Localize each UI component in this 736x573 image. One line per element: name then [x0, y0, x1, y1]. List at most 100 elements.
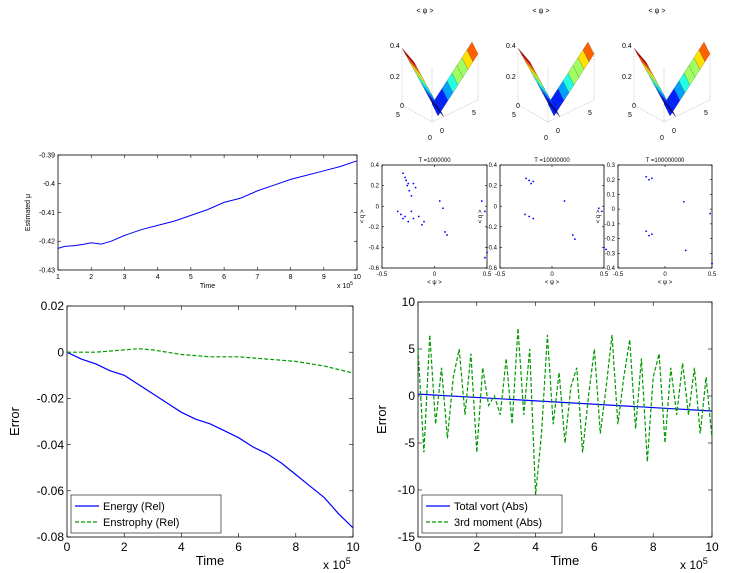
- y-tick-label: 0.3: [607, 163, 616, 169]
- surface-title: < ψ >: [648, 8, 665, 15]
- scatter-point: [484, 210, 486, 213]
- plot-error-right: 0 2 4 6 8 10 -15 -10 -5 0 5 10 Time Error Total vort (…: [374, 295, 719, 568]
- x-tick-label: 10: [353, 274, 361, 281]
- plot-frame: [57, 154, 358, 271]
- scatter-point: [603, 246, 605, 249]
- x-tick-label: 5: [704, 110, 708, 117]
- x-multiplier-label: x 105: [337, 281, 353, 290]
- plot-scatter-2: -0.5 0 0.5-0.6-0.4-0.200.20.4< ψ >< q >T =…: [478, 158, 609, 286]
- x-tick-label: 2: [121, 540, 128, 554]
- box-edge: [431, 50, 479, 123]
- scatter-point: [486, 251, 488, 254]
- scatter-point: [530, 182, 533, 185]
- box-edge: [547, 50, 595, 123]
- scatter-point: [532, 180, 535, 183]
- box-edge: [401, 50, 433, 123]
- x-tick-label: 0: [64, 540, 71, 554]
- scatter-point: [684, 249, 687, 252]
- x-axis-label: Time: [196, 553, 224, 568]
- y-tick-label: -0.4: [487, 246, 498, 252]
- series-line-1: [67, 348, 354, 374]
- y-tick-label: -0.42: [39, 239, 55, 246]
- plot-frame: [499, 164, 605, 269]
- x-axis-label: Time: [551, 553, 579, 568]
- legend-label: 3rd moment (Abs): [454, 517, 542, 529]
- x-tick-label: 6: [222, 274, 226, 281]
- surface-facet: [517, 47, 534, 69]
- y-tick-label: 0: [494, 204, 498, 210]
- scatter-point: [524, 213, 526, 216]
- scatter-point: [414, 186, 417, 189]
- y-tick-label: -15: [398, 530, 416, 544]
- surface-facet: [641, 61, 658, 83]
- surface-facet: [428, 96, 445, 118]
- x-tick-label: 1: [56, 274, 60, 281]
- z-tick-label: 0: [632, 103, 636, 110]
- scatter-point: [650, 233, 653, 236]
- scatter-point: [597, 207, 600, 210]
- y-tick-label: 5: [628, 112, 632, 119]
- surface-facet: [645, 68, 662, 90]
- z-tick-label: 0.2: [390, 74, 400, 81]
- y-tick-label: -0.2: [369, 225, 380, 231]
- surface-mesh: [517, 41, 595, 123]
- scatter-point: [605, 248, 607, 251]
- y-tick-label: -0.04: [37, 438, 65, 452]
- plot-scatter-3: -0.5 0 0.5-0.4-0.3-0.2-0.100.10.20.3< ψ ><…: [596, 158, 717, 286]
- scatter-point: [404, 176, 406, 179]
- x-multiplier-label: x 105: [323, 556, 351, 572]
- y-tick-label: -0.02: [37, 392, 65, 406]
- y-axis-label: < q >: [596, 209, 602, 223]
- surface-facet: [529, 68, 546, 90]
- scatter-point: [438, 200, 441, 202]
- series-line-1: [417, 328, 713, 495]
- scatter-point: [421, 223, 423, 226]
- x-tick-label: 6: [235, 540, 242, 554]
- x-tick-label: 0.5: [600, 272, 609, 278]
- x-tick-label: 4: [532, 540, 539, 554]
- x-axis-label: Time: [200, 283, 215, 290]
- scatter-point: [404, 215, 406, 218]
- series-line-0: [57, 160, 358, 249]
- series-line-0: [66, 351, 354, 529]
- y-tick-label: 0.02: [41, 299, 65, 313]
- scatter-point: [446, 234, 448, 236]
- surface-facet: [416, 75, 433, 97]
- surface-plot-3: < ψ > 0.4 0.2 0 5 0 0 5: [622, 8, 711, 142]
- scatter-point: [682, 200, 685, 203]
- x-tick-label: 5: [472, 110, 476, 117]
- surface-title: < ψ >: [532, 8, 549, 15]
- x-tick-label: 5: [189, 274, 193, 281]
- scatter-point: [709, 212, 712, 215]
- surface-mesh: [401, 41, 479, 123]
- scatter-point: [407, 220, 410, 223]
- y-tick-label: -0.4: [605, 266, 616, 272]
- z-tick-label: 0.4: [390, 43, 400, 50]
- x-tick-label: 0: [556, 128, 560, 135]
- y-tick-label: -0.2: [487, 225, 498, 231]
- x-tick-label: 10: [346, 540, 360, 554]
- x-tick-label: 6: [591, 540, 598, 554]
- plot-title: T =1000000: [418, 158, 451, 164]
- surface-facet: [525, 61, 542, 83]
- y-tick-label: -0.43: [39, 267, 55, 274]
- surface-facet: [536, 82, 553, 104]
- x-tick-label: 0: [550, 272, 554, 278]
- scatter-point: [396, 210, 399, 213]
- scatter-point: [711, 262, 713, 265]
- scatter-point: [480, 200, 483, 202]
- plot-mu-line: 1 2 3 4 5 6 7 8 9 10 -0.43 -0.42 -0.41 -0.4 -0.39 Time E…: [25, 152, 361, 290]
- y-tick-label: 0.2: [489, 184, 498, 190]
- scatter-point: [650, 177, 653, 180]
- scatter-point: [573, 238, 576, 241]
- x-tick-label: 0: [415, 540, 422, 554]
- x-tick-label: 3: [122, 274, 126, 281]
- y-tick-label: 5: [408, 342, 415, 356]
- x-tick-label: 9: [322, 274, 326, 281]
- y-axis-label: Error: [374, 404, 389, 434]
- surface-facet: [401, 47, 418, 69]
- y-tick-label: -0.41: [39, 210, 55, 217]
- x-tick-label: -0.5: [377, 272, 388, 278]
- box-edge: [633, 50, 665, 123]
